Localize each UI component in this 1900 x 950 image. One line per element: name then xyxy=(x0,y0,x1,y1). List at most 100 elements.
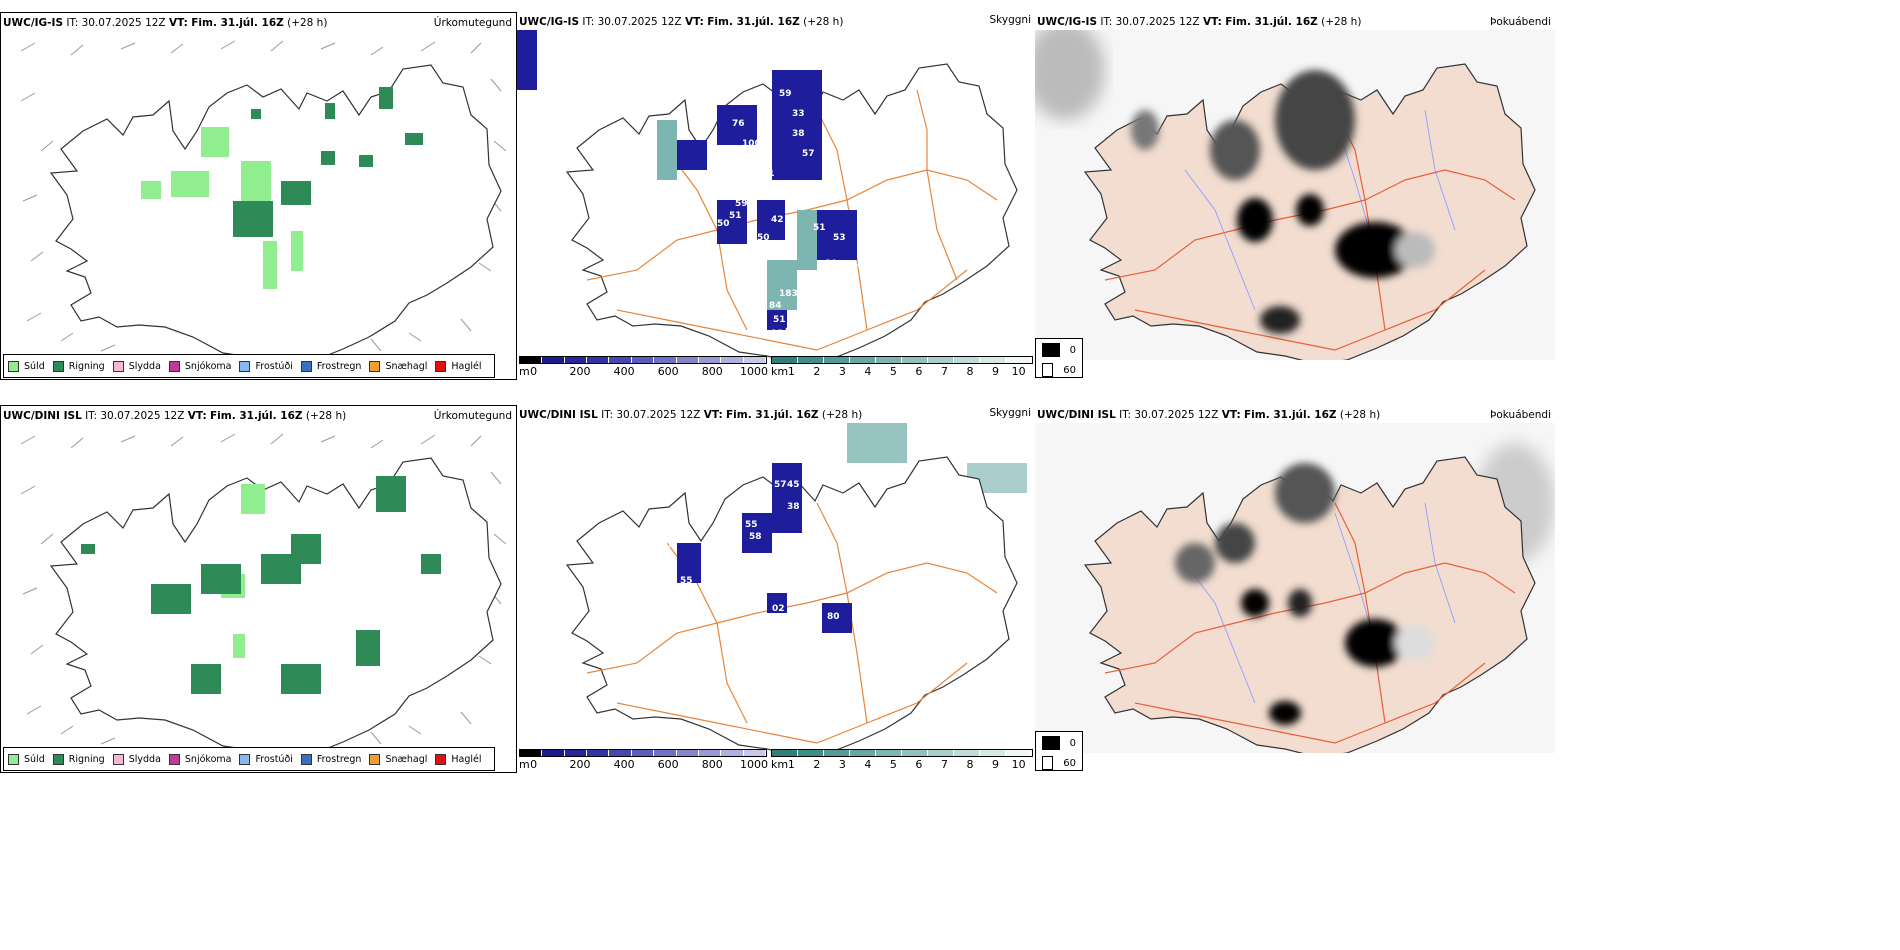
fog-legend-row: 0 xyxy=(1042,343,1076,357)
colorbar-tick: 6 xyxy=(915,758,923,771)
colorbar-tick: 8 xyxy=(966,758,974,771)
vis-value: 57 xyxy=(802,149,815,159)
colorbar-segment xyxy=(876,750,902,756)
vis-value: 02 xyxy=(772,604,785,614)
vis-value: 50 xyxy=(757,233,770,243)
colorbar-unit: km xyxy=(771,365,789,378)
legend-item: Snjókoma xyxy=(168,360,231,372)
vis-value: 13 xyxy=(771,329,784,339)
vis-value: 58 xyxy=(785,548,798,558)
colorbar-segment xyxy=(609,750,632,756)
fog-panel-igis: UWC/IG-IS IT: 30.07.2025 12Z VT: Fim. 31… xyxy=(1035,12,1555,380)
panel-title: UWC/IG-IS IT: 30.07.2025 12Z VT: Fim. 31… xyxy=(3,17,328,29)
legend-item: Haglél xyxy=(435,360,482,372)
precip-rain xyxy=(81,476,441,694)
colorbar-tick: 0 xyxy=(530,758,538,771)
vis-value: 51 xyxy=(729,211,742,221)
precip-rain xyxy=(233,87,423,237)
fog-panel-dini: UWC/DINI ISL IT: 30.07.2025 12Z VT: Fim.… xyxy=(1035,405,1555,773)
colorbar-segment xyxy=(980,750,1006,756)
colorbar-segment xyxy=(721,357,744,363)
colorbar-segment xyxy=(520,750,543,756)
colorbar-segment xyxy=(587,357,610,363)
vis-value: 51 xyxy=(773,315,786,325)
colorbar-tick: 200 xyxy=(569,365,591,378)
colorbar-tick: 5 xyxy=(889,365,897,378)
vis-value: 50 xyxy=(717,219,730,229)
colorbar-tick: 7 xyxy=(940,758,948,771)
colorbar-segment xyxy=(954,750,980,756)
precip-legend: Súld Rigning Slydda Snjókoma Frostúði Fr… xyxy=(3,747,495,771)
legend-item: Snæhagl xyxy=(369,753,427,765)
fog-legend: 0 60 xyxy=(1035,731,1083,771)
colorbar-unit: m xyxy=(519,365,530,378)
legend-item: Frostúði xyxy=(239,360,293,372)
panel-label: Skyggni xyxy=(989,407,1032,419)
vis-value: 64 xyxy=(824,259,837,269)
vis-value: 80 xyxy=(827,612,840,622)
legend-swatch xyxy=(300,753,312,765)
panel-label: Úrkomutegund xyxy=(433,410,512,422)
colorbar-tick: 7 xyxy=(940,365,948,378)
legend-item: Slydda xyxy=(112,360,161,372)
colorbar-tick: 2 xyxy=(813,365,821,378)
legend-item: Slydda xyxy=(112,753,161,765)
distance-colorbar: km 1 2 3 4 5 6 7 8 9 10 xyxy=(771,749,1033,771)
legend-swatch xyxy=(435,360,447,372)
vis-value: 38 xyxy=(787,502,800,512)
colorbar-segment xyxy=(902,357,928,363)
vis-values: 57 45 38 55 58 91 58 45 55 02 80 xyxy=(662,480,840,622)
colorbar-segment xyxy=(564,357,588,363)
colorbar-tick: 4 xyxy=(864,365,872,378)
vis-value: 76 xyxy=(732,119,745,129)
vis-value: 42 xyxy=(771,215,784,225)
fog-areas xyxy=(1131,70,1435,334)
colorbar-segment xyxy=(928,357,954,363)
legend-item: Frostregn xyxy=(300,753,361,765)
colorbar-segment xyxy=(721,750,744,756)
height-colorbar-strip xyxy=(519,356,767,364)
colorbar-segment xyxy=(542,750,565,756)
legend-swatch xyxy=(369,360,381,372)
colorbar-segment xyxy=(542,357,565,363)
vis-value: 55 xyxy=(745,520,758,530)
distance-colorbar-strip xyxy=(771,749,1033,757)
colorbar-segment xyxy=(1006,357,1032,363)
colorbar-segment xyxy=(902,750,928,756)
fog-swatch xyxy=(1042,756,1054,770)
height-colorbar: m 0 200 400 600 800 1000 xyxy=(519,356,768,378)
low-vis-areas xyxy=(677,70,857,330)
precip-legend: Súld Rigning Slydda Snjókoma Frostúði Fr… xyxy=(3,354,495,378)
colorbar-segment xyxy=(980,357,1006,363)
distance-colorbar: km 1 2 3 4 5 6 7 8 9 10 xyxy=(771,356,1033,378)
legend-item: Rigning xyxy=(52,753,105,765)
colorbar-tick: 0 xyxy=(530,365,538,378)
colorbar-segment xyxy=(609,357,632,363)
legend-item: Snæhagl xyxy=(369,360,427,372)
panel-label: Þokuábendi xyxy=(1490,409,1551,421)
visibility-panel-dini: UWC/DINI ISL IT: 30.07.2025 12Z VT: Fim.… xyxy=(517,405,1035,773)
precip-type-panel-dini: UWC/DINI ISL IT: 30.07.2025 12Z VT: Fim.… xyxy=(0,405,517,773)
colorbar-segment xyxy=(928,750,954,756)
road-network xyxy=(586,502,998,744)
colorbar-tick: 10 xyxy=(1011,365,1026,378)
colorbar-tick: 3 xyxy=(838,365,846,378)
colorbar-segment xyxy=(631,357,655,363)
legend-swatch xyxy=(435,753,447,765)
colorbar-segment xyxy=(564,750,588,756)
colorbar-tick: 200 xyxy=(569,758,591,771)
panel-title: UWC/IG-IS IT: 30.07.2025 12Z VT: Fim. 31… xyxy=(1037,16,1362,28)
colorbar-tick: 400 xyxy=(613,758,635,771)
legend-item: Frostúði xyxy=(239,753,293,765)
colorbar-segment xyxy=(824,357,850,363)
legend-swatch xyxy=(112,360,124,372)
colorbar-segment xyxy=(676,750,699,756)
colorbar-tick: 1 xyxy=(787,365,795,378)
panel-title: UWC/DINI ISL IT: 30.07.2025 12Z VT: Fim.… xyxy=(1037,409,1381,421)
legend-item: Haglél xyxy=(435,753,482,765)
colorbar-segment xyxy=(798,750,824,756)
legend-swatch xyxy=(168,360,180,372)
iceland-precip-map xyxy=(20,40,507,361)
vis-values: 59 33 38 57 104 100 91 76 58 59 51 50 42… xyxy=(717,89,870,339)
colorbar-tick: 1000 xyxy=(740,758,769,771)
